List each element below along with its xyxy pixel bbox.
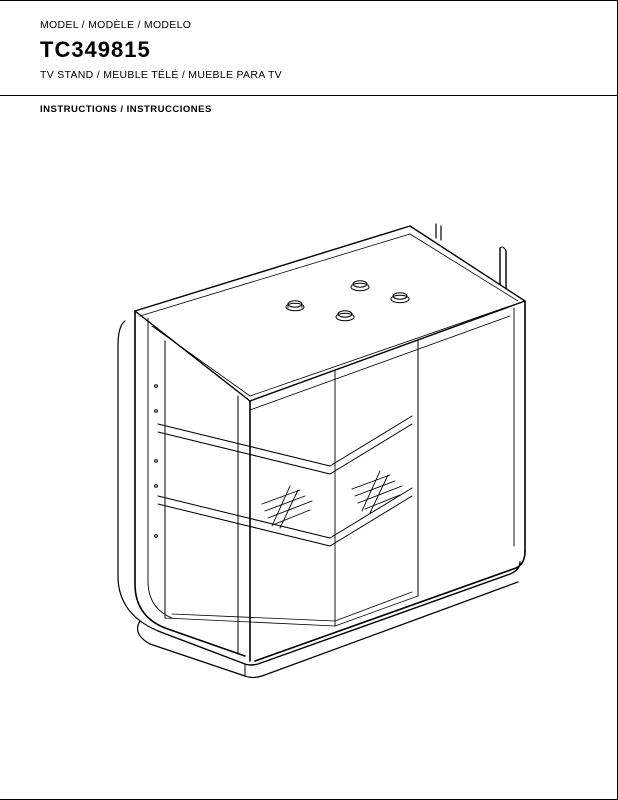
- instructions-label: INSTRUCTIONS / INSTRUCCIONES: [0, 96, 617, 123]
- manual-page: MODEL / MODÈLE / MODELO TC349815 TV STAN…: [0, 0, 618, 800]
- tv-stand-diagram: [40, 166, 580, 726]
- model-label: MODEL / MODÈLE / MODELO: [40, 19, 617, 31]
- header-block: MODEL / MODÈLE / MODELO TC349815 TV STAN…: [0, 1, 617, 96]
- product-name: TV STAND / MEUBLE TÉLÉ / MUEBLE PARA TV: [40, 69, 617, 81]
- model-number: TC349815: [40, 37, 617, 63]
